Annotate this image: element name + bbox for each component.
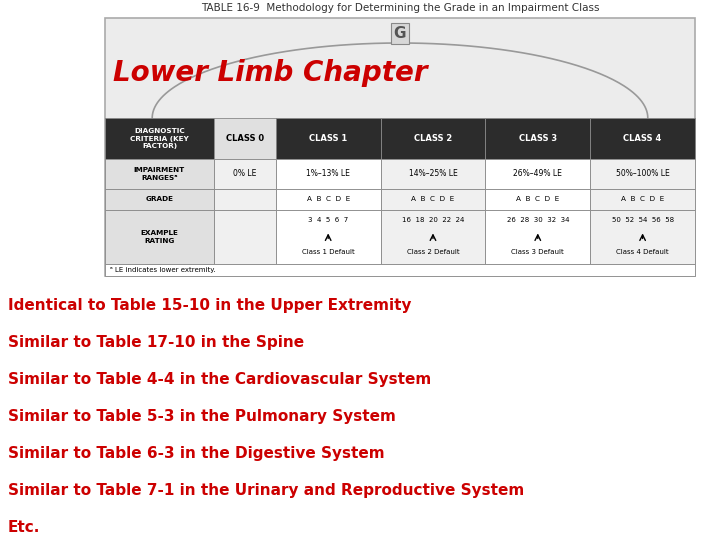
Text: A  B  C  D  E: A B C D E bbox=[307, 197, 350, 202]
Text: A  B  C  D  E: A B C D E bbox=[411, 197, 454, 202]
Bar bbox=[276, 118, 381, 159]
Text: G: G bbox=[394, 26, 406, 41]
Text: Similar to Table 17-10 in the Spine: Similar to Table 17-10 in the Spine bbox=[8, 335, 304, 350]
Bar bbox=[590, 188, 695, 210]
Bar bbox=[105, 210, 214, 264]
Text: IMPAIRMENT
RANGESᵃ: IMPAIRMENT RANGESᵃ bbox=[134, 167, 185, 181]
Text: Lower Limb Chapter: Lower Limb Chapter bbox=[113, 59, 428, 87]
Text: DIAGNOSTIC
CRITERIA (KEY
FACTOR): DIAGNOSTIC CRITERIA (KEY FACTOR) bbox=[130, 128, 189, 149]
Text: CLASS 1: CLASS 1 bbox=[309, 134, 347, 143]
Text: ᵃ LE indicates lower extremity.: ᵃ LE indicates lower extremity. bbox=[110, 267, 215, 273]
Text: 16  18  20  22  24: 16 18 20 22 24 bbox=[402, 217, 464, 223]
Bar bbox=[485, 188, 590, 210]
Text: EXAMPLE
RATING: EXAMPLE RATING bbox=[140, 230, 179, 244]
Text: 26%–49% LE: 26%–49% LE bbox=[513, 170, 562, 178]
Text: 3  4  5  6  7: 3 4 5 6 7 bbox=[308, 217, 348, 223]
Bar bbox=[485, 118, 590, 159]
Text: 1%–13% LE: 1%–13% LE bbox=[306, 170, 350, 178]
Bar bbox=[381, 210, 485, 264]
Text: A  B  C  D  E: A B C D E bbox=[621, 197, 665, 202]
Text: CLASS 2: CLASS 2 bbox=[414, 134, 452, 143]
Text: CLASS 3: CLASS 3 bbox=[518, 134, 557, 143]
Text: Similar to Table 5-3 in the Pulmonary System: Similar to Table 5-3 in the Pulmonary Sy… bbox=[8, 409, 396, 424]
Bar bbox=[105, 18, 695, 276]
Bar bbox=[105, 188, 214, 210]
Bar bbox=[105, 159, 214, 188]
Bar bbox=[105, 264, 695, 276]
Text: GRADE: GRADE bbox=[145, 197, 174, 202]
Text: 50  52  54  56  58: 50 52 54 56 58 bbox=[611, 217, 674, 223]
Bar bbox=[214, 118, 276, 159]
Bar bbox=[590, 159, 695, 188]
Bar bbox=[590, 118, 695, 159]
Bar bbox=[590, 210, 695, 264]
Text: Similar to Table 6-3 in the Digestive System: Similar to Table 6-3 in the Digestive Sy… bbox=[8, 446, 384, 461]
Text: 14%–25% LE: 14%–25% LE bbox=[408, 170, 457, 178]
Bar bbox=[381, 188, 485, 210]
Text: 50%–100% LE: 50%–100% LE bbox=[616, 170, 670, 178]
Bar bbox=[485, 159, 590, 188]
Bar bbox=[214, 188, 276, 210]
Text: Class 3 Default: Class 3 Default bbox=[511, 249, 564, 255]
Text: Class 2 Default: Class 2 Default bbox=[407, 249, 459, 255]
Bar bbox=[214, 159, 276, 188]
Text: Similar to Table 4-4 in the Cardiovascular System: Similar to Table 4-4 in the Cardiovascul… bbox=[8, 372, 431, 387]
Text: Class 1 Default: Class 1 Default bbox=[302, 249, 354, 255]
Bar bbox=[276, 210, 381, 264]
Text: 0% LE: 0% LE bbox=[233, 170, 256, 178]
Bar bbox=[214, 210, 276, 264]
Text: TABLE 16-9  Methodology for Determining the Grade in an Impairment Class: TABLE 16-9 Methodology for Determining t… bbox=[201, 3, 599, 13]
Text: Class 4 Default: Class 4 Default bbox=[616, 249, 669, 255]
Text: Similar to Table 7-1 in the Urinary and Reproductive System: Similar to Table 7-1 in the Urinary and … bbox=[8, 483, 524, 498]
Text: A  B  C  D  E: A B C D E bbox=[516, 197, 559, 202]
Text: CLASS 4: CLASS 4 bbox=[624, 134, 662, 143]
Bar bbox=[105, 118, 214, 159]
Bar bbox=[276, 188, 381, 210]
Text: Etc.: Etc. bbox=[8, 520, 40, 535]
Text: Identical to Table 15-10 in the Upper Extremity: Identical to Table 15-10 in the Upper Ex… bbox=[8, 298, 412, 313]
Bar bbox=[485, 210, 590, 264]
Text: CLASS 0: CLASS 0 bbox=[226, 134, 264, 143]
Bar bbox=[381, 118, 485, 159]
Bar bbox=[276, 159, 381, 188]
Text: 26  28  30  32  34: 26 28 30 32 34 bbox=[507, 217, 569, 223]
Bar bbox=[381, 159, 485, 188]
